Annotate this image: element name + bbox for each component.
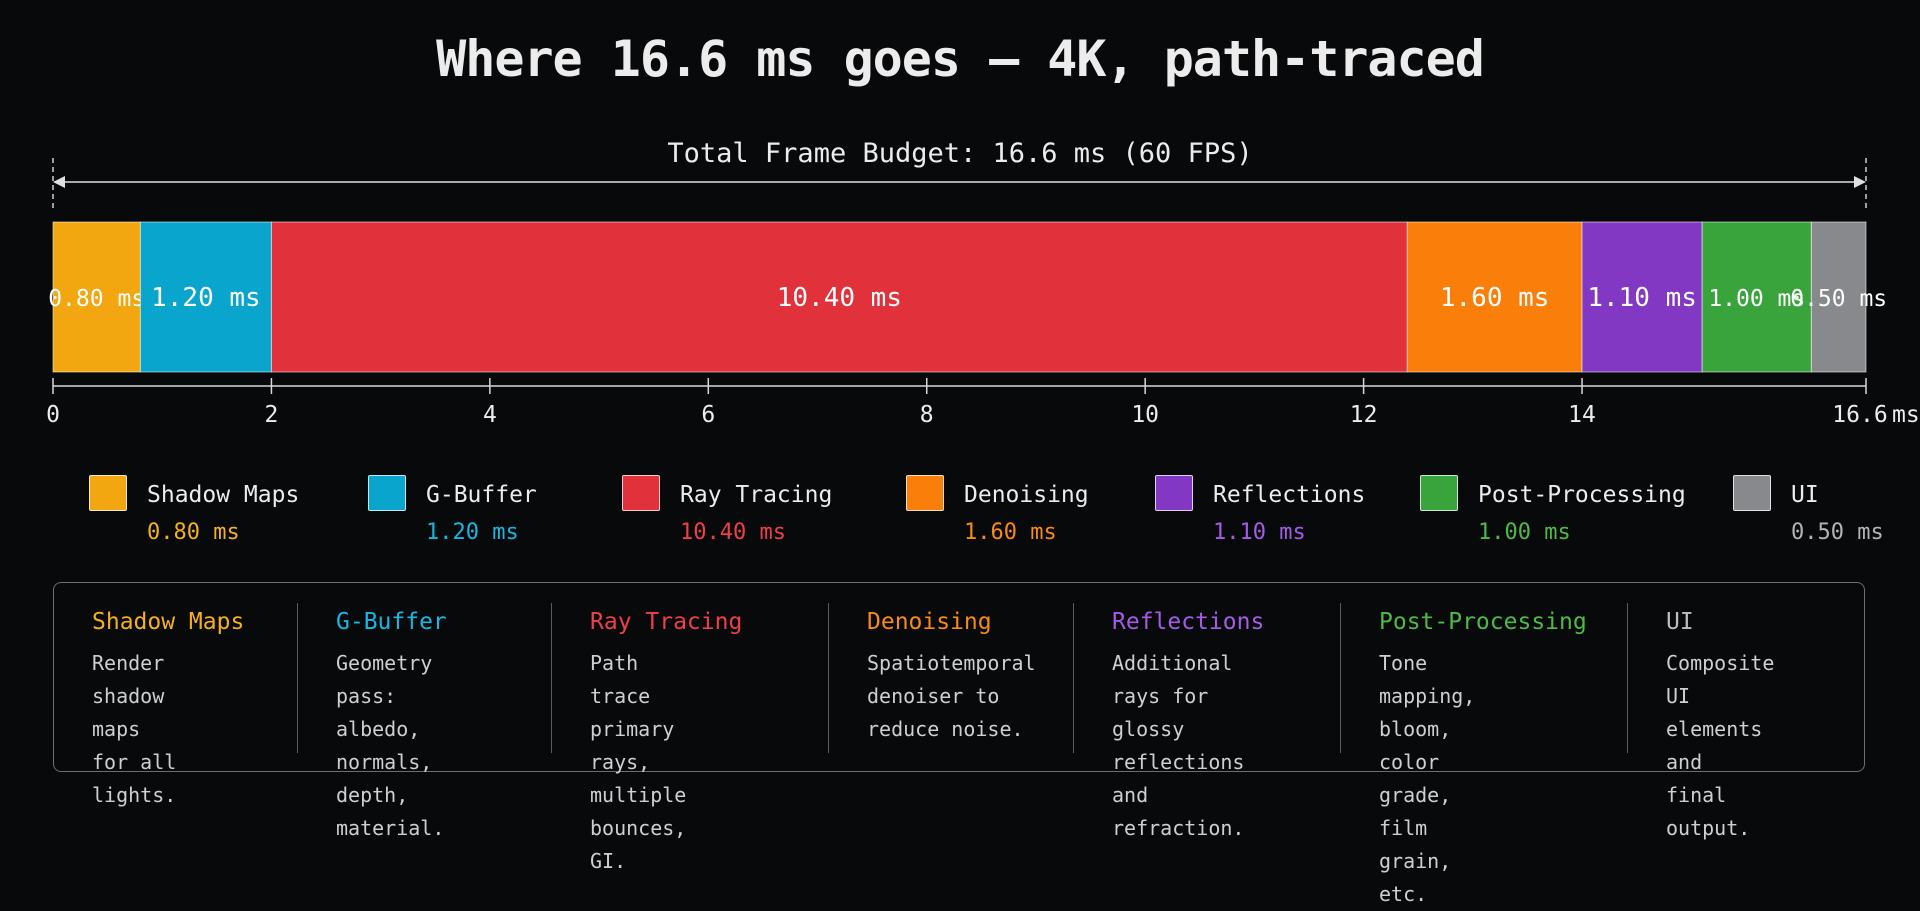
legend-value: 1.20 ms bbox=[426, 520, 519, 545]
legend-swatch bbox=[906, 475, 944, 511]
legend-label: Shadow Maps bbox=[147, 482, 300, 508]
bar-value-label: 0.80 ms bbox=[48, 286, 145, 312]
description-text: Spatiotemporal denoiser to reduce noise. bbox=[867, 651, 1036, 741]
description-title: Shadow Maps bbox=[92, 609, 245, 635]
bar-value-label: 1.10 ms bbox=[1587, 283, 1697, 313]
x-axis-tick-label: 2 bbox=[265, 402, 279, 428]
chart-legend: Shadow Maps 0.80 ms G-Buffer 1.20 ms Ray Tra… bbox=[0, 470, 1920, 550]
legend-value: 1.10 ms bbox=[1213, 520, 1306, 545]
x-axis-tick-label: 16.6 bbox=[1832, 402, 1887, 428]
legend-label: Ray Tracing bbox=[680, 482, 833, 508]
description-title: UI bbox=[1666, 609, 1694, 635]
legend-label: Reflections bbox=[1213, 482, 1366, 508]
frame-time-chart: 0.80 ms 1.20 ms 10.40 ms 1.60 ms 1.10 ms 1.00… bbox=[46, 158, 1920, 428]
legend-swatch bbox=[1420, 475, 1458, 511]
bar-segment-post-processing bbox=[1701, 221, 1812, 373]
x-axis-unit: ms bbox=[1892, 402, 1920, 428]
legend-value: 0.80 ms bbox=[147, 520, 240, 545]
description-title: Ray Tracing bbox=[590, 609, 743, 635]
bar-segment-denoising bbox=[1406, 221, 1583, 373]
legend-swatch bbox=[622, 475, 660, 511]
description-title: Post-Processing bbox=[1379, 609, 1587, 635]
description-text: Additional rays for glossy reflections a… bbox=[1112, 651, 1245, 840]
legend-label: UI bbox=[1791, 482, 1819, 508]
column-divider bbox=[297, 603, 298, 753]
legend-swatch bbox=[89, 475, 127, 511]
legend-value: 0.50 ms bbox=[1791, 520, 1884, 545]
legend-swatch bbox=[1155, 475, 1193, 511]
legend-label: G-Buffer bbox=[426, 482, 537, 508]
x-axis-tick-label: 4 bbox=[483, 402, 497, 428]
x-axis-tick-label: 12 bbox=[1350, 402, 1378, 428]
x-axis-tick-label: 14 bbox=[1568, 402, 1596, 428]
stage-descriptions-panel: Shadow Maps Render shadow maps for all li… bbox=[53, 582, 1865, 906]
legend-value: 1.60 ms bbox=[964, 520, 1057, 545]
bar-segment-reflections bbox=[1581, 221, 1703, 373]
description-text: Composite UI elements and final output. bbox=[1666, 651, 1775, 840]
chart-title: Where 16.6 ms goes — 4K, path-traced bbox=[436, 30, 1485, 88]
legend-swatch bbox=[368, 475, 406, 511]
description-title: Reflections bbox=[1112, 609, 1265, 635]
bar-value-label: 10.40 ms bbox=[777, 283, 902, 313]
budget-arrow-right bbox=[1854, 176, 1866, 188]
description-title: Denoising bbox=[867, 609, 992, 635]
legend-value: 1.00 ms bbox=[1478, 520, 1571, 545]
bar-segment-ray-tracing bbox=[270, 221, 1408, 373]
legend-label: Denoising bbox=[964, 482, 1089, 508]
bar-value-label: 1.20 ms bbox=[151, 283, 261, 313]
description-text: Render shadow maps for all lights. bbox=[92, 651, 177, 807]
legend-value: 10.40 ms bbox=[680, 520, 786, 545]
description-text: Path trace primary rays, multiple bounce… bbox=[590, 651, 687, 873]
budget-arrow-left bbox=[53, 176, 65, 188]
x-axis-tick-label: 10 bbox=[1131, 402, 1159, 428]
x-axis-tick-label: 0 bbox=[46, 402, 60, 428]
bar-value-label: 1.60 ms bbox=[1440, 283, 1550, 313]
legend-swatch bbox=[1733, 475, 1771, 511]
column-divider bbox=[1627, 603, 1628, 753]
description-text: Tone mapping, bloom, color grade, film g… bbox=[1379, 651, 1476, 906]
frame-budget-label: Total Frame Budget: 16.6 ms (60 FPS) bbox=[667, 138, 1253, 169]
description-text: Geometry pass: albedo, normals, depth, m… bbox=[336, 651, 445, 840]
x-axis-tick-label: 6 bbox=[701, 402, 715, 428]
bar-value-label: 1.00 ms bbox=[1708, 286, 1805, 312]
column-divider bbox=[828, 603, 829, 753]
description-title: G-Buffer bbox=[336, 609, 447, 635]
column-divider bbox=[1340, 603, 1341, 753]
x-axis-tick-label: 8 bbox=[920, 402, 934, 428]
legend-label: Post-Processing bbox=[1478, 482, 1686, 508]
bar-segment-ui bbox=[1810, 221, 1867, 373]
bar-segment-shadow-maps bbox=[52, 221, 141, 373]
bar-value-label: 0.50 ms bbox=[1790, 286, 1887, 312]
column-divider bbox=[551, 603, 552, 753]
column-divider bbox=[1073, 603, 1074, 753]
